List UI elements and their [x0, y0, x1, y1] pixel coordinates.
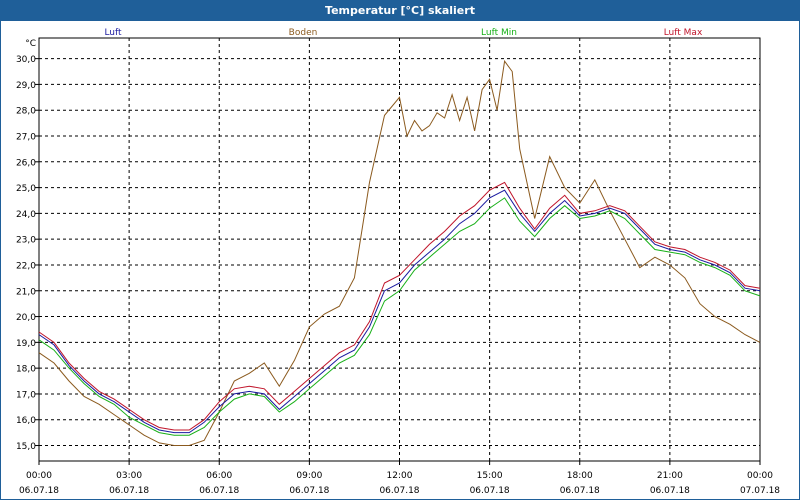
legend-luft-min: Luft Min — [481, 28, 517, 38]
legend-boden: Boden — [289, 28, 318, 38]
x-tick-time: 15:00 — [477, 471, 503, 481]
series-line-luft — [38, 189, 761, 434]
x-tick-time: 00:00 — [26, 471, 52, 481]
y-axis-unit: °C — [25, 39, 36, 49]
y-tick-label: 27,0 — [16, 133, 36, 143]
y-tick-label: 25,0 — [16, 184, 36, 194]
y-tick-label: 30,0 — [16, 55, 36, 65]
x-tick-date: 06.07.18 — [199, 486, 239, 496]
y-tick-label: 20,0 — [16, 313, 36, 323]
window-title: Temperatur [°C] skaliert — [1, 1, 799, 21]
y-tick-label: 23,0 — [16, 236, 36, 246]
x-tick-time: 21:00 — [657, 471, 683, 481]
x-tick-date: 06.07.18 — [560, 486, 600, 496]
y-tick-label: 28,0 — [16, 107, 36, 117]
y-tick-label: 15,0 — [16, 442, 36, 452]
series-line-boden — [38, 59, 761, 446]
x-tick-time: 09:00 — [296, 471, 322, 481]
series-line-luft-max — [38, 181, 761, 431]
x-tick-date: 06.07.18 — [109, 486, 149, 496]
y-tick-label: 26,0 — [16, 158, 36, 168]
x-tick-date: 07.07.18 — [740, 486, 780, 496]
x-tick-time: 06:00 — [206, 471, 232, 481]
x-tick-time: 00:00 — [747, 471, 773, 481]
x-tick-date: 06.07.18 — [650, 486, 690, 496]
y-tick-label: 24,0 — [16, 210, 36, 220]
legend-luft-max: Luft Max — [664, 28, 703, 38]
x-tick-date: 06.07.18 — [470, 486, 510, 496]
x-tick-date: 06.07.18 — [19, 486, 59, 496]
y-tick-label: 17,0 — [16, 390, 36, 400]
legend-luft: Luft — [104, 28, 122, 38]
y-tick-label: 22,0 — [16, 261, 36, 271]
series-line-luft-min — [38, 197, 761, 436]
y-tick-label: 18,0 — [16, 365, 36, 375]
x-tick-time: 03:00 — [116, 471, 142, 481]
y-tick-label: 21,0 — [16, 287, 36, 297]
y-tick-label: 16,0 — [16, 416, 36, 426]
x-tick-date: 06.07.18 — [289, 486, 329, 496]
x-tick-date: 06.07.18 — [379, 486, 419, 496]
x-tick-time: 18:00 — [567, 471, 593, 481]
y-tick-label: 19,0 — [16, 339, 36, 349]
y-tick-label: 29,0 — [16, 81, 36, 91]
x-tick-time: 12:00 — [387, 471, 413, 481]
